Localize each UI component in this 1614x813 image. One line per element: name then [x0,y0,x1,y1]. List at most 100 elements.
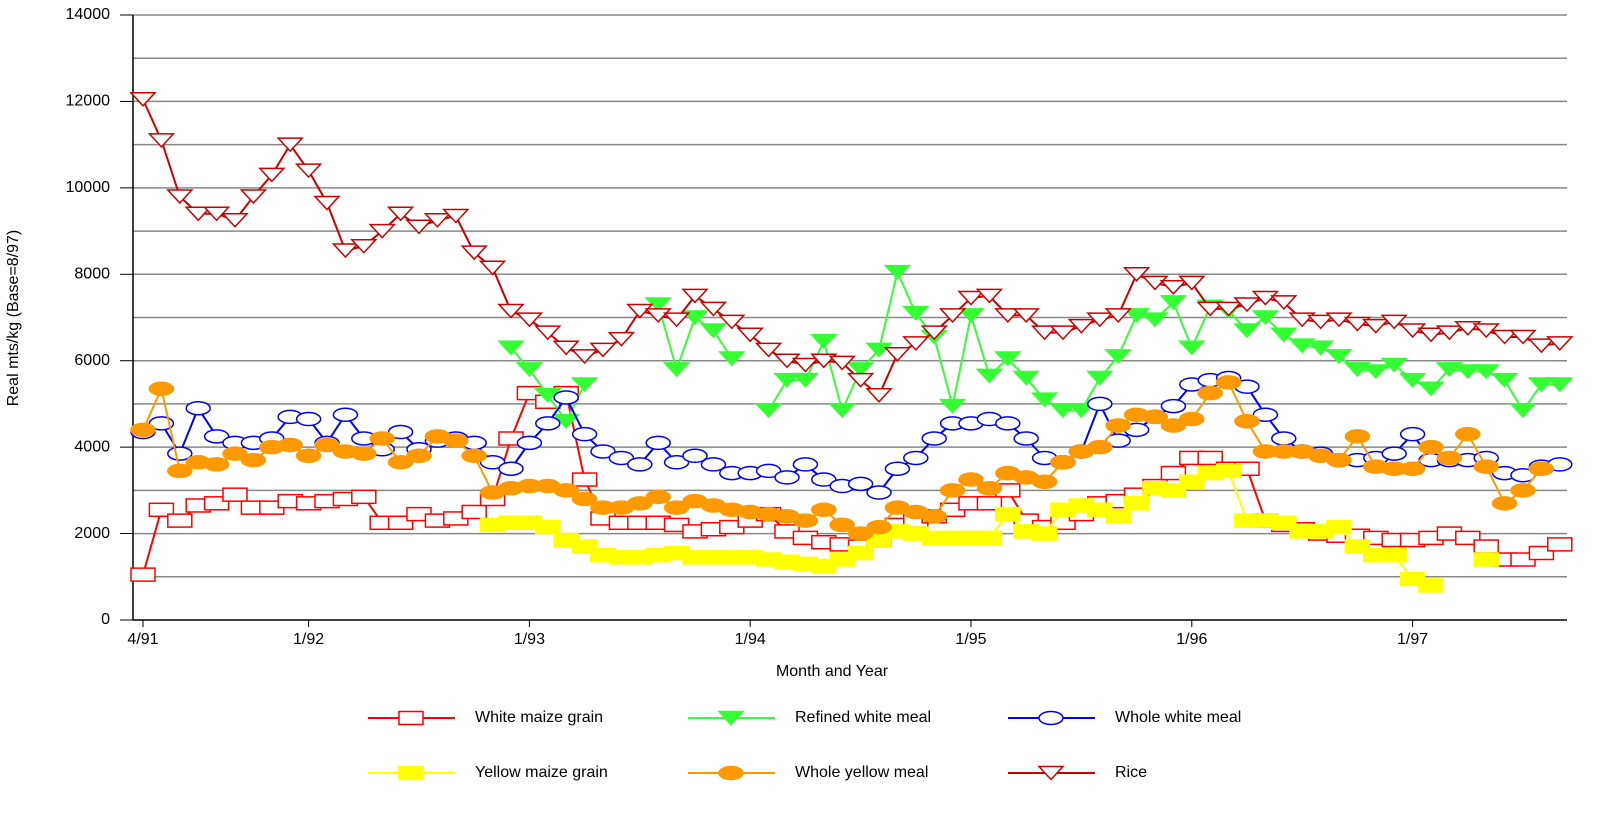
data-point [423,213,452,228]
data-point [1547,537,1573,552]
legend-label: Whole white meal [1115,709,1241,726]
data-point [976,530,1003,546]
data-point [1067,318,1096,334]
data-point [1418,578,1444,593]
data-point [221,213,249,228]
data-point [1344,429,1371,444]
data-point [736,327,764,343]
data-point [681,310,709,326]
legend-label: White maize grain [475,709,603,726]
data-point [351,446,377,461]
data-point [1435,325,1464,341]
data-point [847,476,874,492]
data-point [645,489,671,505]
data-point [662,362,691,377]
data-point [1491,496,1518,511]
data-point [1178,275,1206,291]
data-point [1362,318,1390,334]
data-point [828,355,856,371]
y-axis-title: Real mts/kg (Base=8/97) [5,230,22,407]
data-point [1031,474,1058,489]
data-point [866,485,892,500]
data-point [1325,349,1353,364]
data-point [1233,323,1261,339]
data-point [811,472,837,487]
data-point [405,219,433,235]
data-point [774,470,800,485]
legend-label: Refined white meal [795,709,931,726]
data-point [995,506,1021,522]
data-point [1196,301,1224,317]
data-point [130,422,156,438]
data-point [1271,431,1297,446]
data-point [975,288,1004,304]
data-point [884,461,911,476]
data-point [1012,370,1040,386]
data-point [148,502,175,518]
x-tick-label: 1/94 [735,631,766,648]
data-point [590,444,616,459]
data-point [699,301,728,317]
data-point [773,372,801,388]
data-point [1234,413,1260,429]
data-point [460,245,488,261]
data-point [387,424,414,440]
data-point [847,526,874,541]
data-point [1306,314,1335,330]
data-point [1473,552,1499,567]
data-point [938,398,967,414]
data-point [995,416,1021,431]
x-tick-label: 1/92 [293,631,324,648]
data-point [1030,325,1059,341]
data-point [1122,308,1151,323]
data-point [295,448,322,464]
data-point [1252,407,1279,422]
data-point [203,429,230,444]
data-point [313,195,341,211]
data-point [1399,461,1426,476]
y-tick-label: 14000 [66,6,111,23]
data-point [350,238,378,254]
data-point [1086,370,1114,386]
data-point [700,457,727,472]
data-point [1490,372,1519,388]
data-point [1087,396,1113,412]
x-tick-label: 1/97 [1397,631,1428,648]
data-point [1509,329,1537,345]
data-point [1398,372,1427,388]
data-point [718,351,746,367]
data-point [1454,364,1482,380]
data-point [976,480,1003,496]
x-axis-title: Month and Year [776,663,889,680]
legend-marker [1038,710,1064,726]
data-point [1251,290,1280,306]
data-point [553,483,579,498]
data-point [167,446,193,461]
data-point [1105,418,1131,433]
data-point [185,401,211,416]
legend-marker [398,710,424,726]
data-point [1012,308,1040,323]
data-point [1215,463,1242,479]
data-point [552,413,580,429]
legend-marker [1037,765,1065,781]
data-point [1473,539,1499,554]
data-point [608,450,635,466]
data-point [1067,403,1096,419]
data-point [792,457,819,472]
data-point [570,349,599,364]
data-point [461,448,487,464]
y-tick-label: 4000 [74,438,110,455]
data-point [331,243,360,259]
data-point [682,448,708,464]
data-point [645,435,671,451]
data-point [1141,312,1169,328]
data-point [1031,526,1058,541]
data-point [811,502,837,518]
data-point [1251,310,1280,326]
legend-marker [717,710,745,726]
data-point [1288,312,1316,328]
data-point [792,513,819,528]
data-point [276,137,304,153]
